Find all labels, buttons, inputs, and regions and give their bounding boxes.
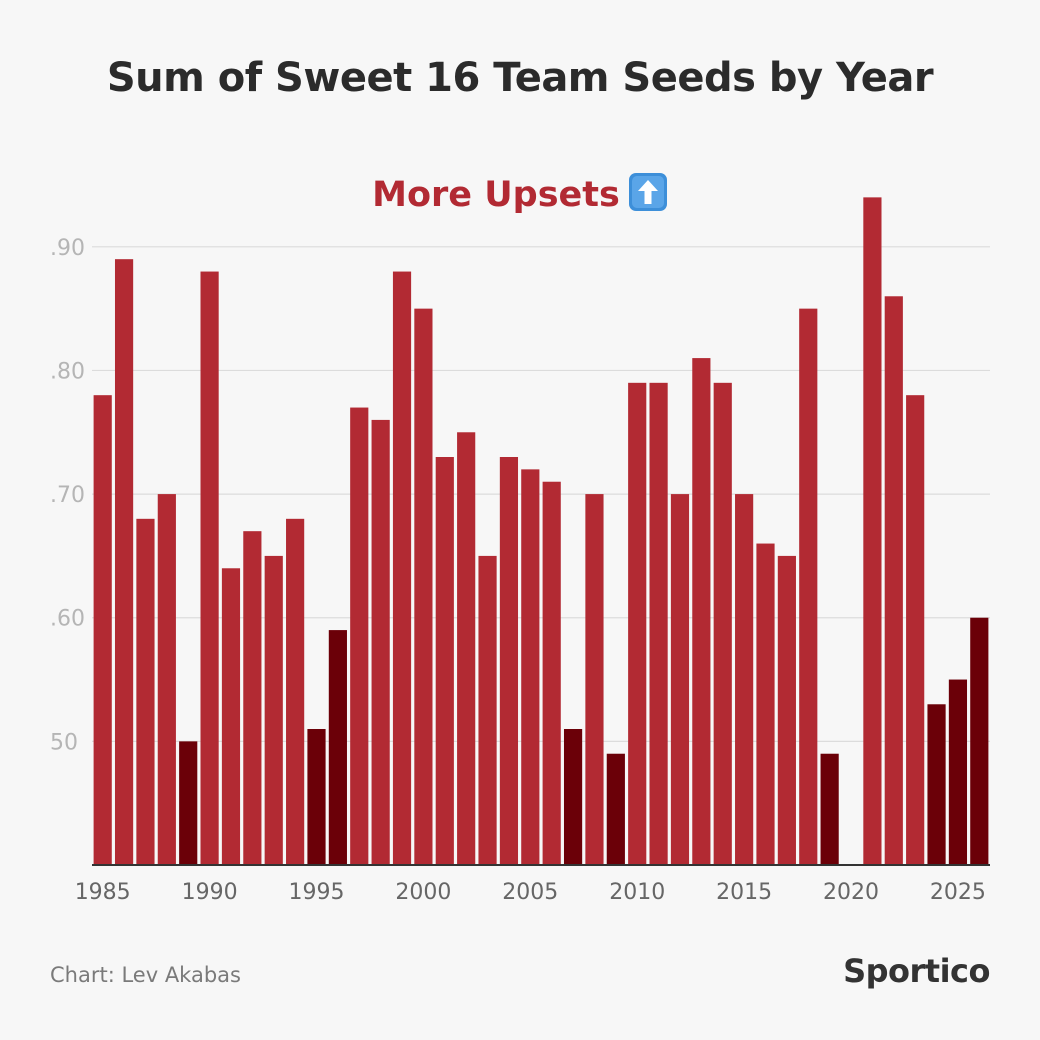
bar-2026 [970,617,989,865]
x-tick-label-1985: 1985 [75,880,131,905]
y-tick-label-60: .60 [50,607,85,632]
bar-2018 [799,308,818,865]
bar-1996 [328,630,347,865]
bar-2008 [585,494,604,865]
y-tick-label-80: .80 [50,359,85,384]
x-tick-label-2010: 2010 [609,880,665,905]
bar-1989 [179,741,198,865]
bar-2016 [756,543,775,865]
annotation-label: More Upsets [372,175,620,215]
bar-1988 [157,494,176,865]
bar-1991 [221,568,241,865]
bar-1995 [307,729,326,865]
bar-1992 [243,531,262,865]
x-tick-label-2020: 2020 [823,880,879,905]
bar-2023 [906,395,925,865]
bar-1994 [286,518,305,865]
x-tick-label-2015: 2015 [716,880,772,905]
bar-2014 [713,382,732,865]
bar-2004 [499,457,519,865]
x-tick-label-2000: 2000 [395,880,451,905]
bar-1999 [392,271,412,866]
chart-title: Sum of Sweet 16 Team Seeds by Year [106,55,934,101]
y-tick-label-70: .70 [50,483,85,508]
bar-1987 [136,518,155,865]
x-tick-label-2025: 2025 [930,880,986,905]
bar-2021 [863,197,882,865]
bar-2002 [457,432,476,865]
bar-1997 [350,407,369,865]
bar-2017 [777,555,796,865]
bar-2022 [884,296,903,866]
up-arrow-icon [628,172,668,212]
bar-2005 [521,469,540,865]
y-tick-label-50: 50 [50,730,78,755]
bar-1993 [264,555,283,865]
x-tick-label-1995: 1995 [289,880,345,905]
bar-2012 [670,494,690,865]
bar-2006 [542,481,561,865]
bar-2007 [563,729,583,865]
bar-1986 [114,259,134,865]
bar-1990 [200,271,219,866]
bar-2003 [478,555,497,865]
bar-2011 [649,382,668,865]
sportico-logo: Sportico [843,952,990,990]
bar-2015 [735,494,754,865]
more-upsets-annotation: More Upsets [0,172,1040,215]
bar-1998 [371,419,390,865]
bar-1985 [93,395,112,865]
bar-2010 [628,382,647,865]
y-tick-label-90: .90 [50,236,85,261]
chart-credit: Chart: Lev Akabas [50,963,241,987]
x-tick-label-2005: 2005 [502,880,558,905]
x-tick-label-1990: 1990 [182,880,238,905]
bar-2009 [606,753,625,865]
bar-2001 [435,457,454,865]
bar-2024 [927,704,946,865]
bar-2019 [820,753,839,865]
bar-2000 [414,308,433,865]
bar-2013 [692,358,711,865]
bar-2025 [948,679,968,865]
